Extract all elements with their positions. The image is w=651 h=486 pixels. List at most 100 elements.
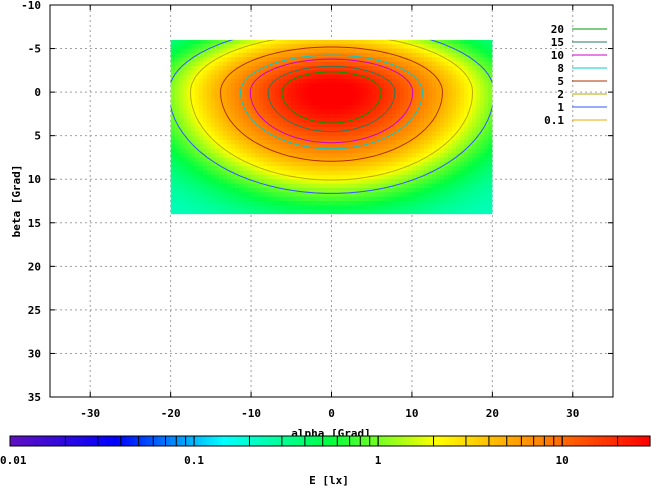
heatmap-cell — [271, 196, 276, 202]
heatmap-cell — [331, 170, 337, 176]
heatmap-cell — [367, 192, 373, 198]
heatmap-cell — [307, 70, 312, 76]
heatmap-cell — [436, 65, 441, 71]
heatmap-cell — [403, 87, 409, 93]
colorbar-segment — [118, 436, 123, 446]
heatmap-cell — [174, 113, 180, 119]
heatmap-cell — [472, 122, 477, 128]
heatmap-cell — [371, 118, 377, 124]
heatmap-cell — [206, 122, 212, 128]
heatmap-cell — [436, 144, 441, 150]
heatmap-cell — [319, 113, 325, 119]
heatmap-cell — [307, 170, 312, 176]
colorbar-segment — [454, 436, 459, 446]
heatmap-cell — [351, 118, 357, 124]
heatmap-cell — [234, 74, 240, 80]
heatmap-cell — [355, 179, 361, 185]
colorbar-segment — [254, 436, 259, 446]
heatmap — [170, 39, 493, 215]
heatmap-cell — [456, 157, 461, 163]
heatmap-cell — [198, 148, 204, 154]
heatmap-cell — [476, 135, 481, 141]
heatmap-cell — [448, 205, 453, 211]
heatmap-cell — [428, 174, 433, 180]
heatmap-cell — [391, 187, 397, 193]
heatmap-cell — [387, 109, 393, 115]
heatmap-cell — [255, 100, 260, 106]
heatmap-cell — [355, 113, 361, 119]
heatmap-cell — [351, 109, 357, 115]
heatmap-cell — [423, 87, 429, 93]
heatmap-cell — [222, 105, 228, 111]
heatmap-cell — [327, 92, 333, 98]
heatmap-cell — [295, 52, 300, 58]
heatmap-cell — [214, 74, 220, 80]
heatmap-cell — [206, 87, 212, 93]
heatmap-cell — [375, 96, 381, 102]
heatmap-cell — [480, 153, 485, 159]
heatmap-cell — [174, 140, 180, 145]
heatmap-cell — [403, 44, 409, 50]
heatmap-cell — [218, 161, 224, 167]
heatmap-cell — [247, 52, 252, 58]
heatmap-cell — [351, 113, 357, 119]
heatmap-cell — [226, 135, 232, 141]
heatmap-cell — [343, 131, 349, 137]
heatmap-cell — [295, 157, 300, 163]
heatmap-cell — [202, 52, 208, 58]
heatmap-cell — [436, 113, 441, 119]
colorbar-segment — [30, 436, 35, 446]
heatmap-cell — [251, 105, 256, 111]
heatmap-cell — [379, 140, 385, 145]
heatmap-cell — [440, 148, 445, 154]
heatmap-cell — [387, 57, 393, 63]
colorbar-segment — [498, 436, 503, 446]
heatmap-cell — [395, 135, 401, 141]
heatmap-cell — [259, 140, 264, 145]
heatmap-cell — [247, 140, 252, 145]
heatmap-cell — [279, 161, 284, 167]
heatmap-cell — [355, 201, 361, 206]
heatmap-cell — [367, 157, 373, 163]
heatmap-cell — [440, 166, 445, 172]
heatmap-cell — [178, 57, 184, 63]
heatmap-cell — [423, 113, 429, 119]
heatmap-cell — [440, 209, 445, 215]
heatmap-cell — [480, 74, 485, 80]
heatmap-cell — [395, 140, 401, 145]
heatmap-cell — [283, 170, 288, 176]
heatmap-cell — [347, 92, 353, 98]
heatmap-cell — [472, 57, 477, 63]
heatmap-cell — [440, 170, 445, 176]
heatmap-cell — [243, 100, 248, 106]
heatmap-cell — [315, 92, 321, 98]
heatmap-cell — [440, 39, 445, 45]
heatmap-cell — [239, 105, 244, 111]
heatmap-cell — [419, 113, 425, 119]
heatmap-cell — [247, 148, 252, 154]
heatmap-cell — [323, 209, 329, 215]
heatmap-cell — [371, 100, 377, 106]
heatmap-cell — [307, 183, 312, 189]
heatmap-cell — [371, 48, 377, 54]
heatmap-cell — [359, 44, 365, 50]
heatmap-cell — [452, 174, 457, 180]
heatmap-cell — [299, 122, 304, 128]
heatmap-cell — [367, 100, 373, 106]
heatmap-cell — [307, 87, 312, 93]
heatmap-cell — [460, 105, 465, 111]
heatmap-cell — [190, 87, 196, 93]
heatmap-cell — [399, 153, 405, 159]
heatmap-cell — [331, 153, 337, 159]
heatmap-cell — [170, 61, 176, 67]
heatmap-cell — [226, 192, 232, 198]
heatmap-cell — [379, 183, 385, 189]
heatmap-cell — [295, 144, 300, 150]
heatmap-cell — [230, 140, 236, 145]
heatmap-cell — [347, 44, 353, 50]
heatmap-cell — [178, 92, 184, 98]
heatmap-cell — [403, 57, 409, 63]
heatmap-cell — [307, 92, 312, 98]
heatmap-cell — [383, 201, 389, 206]
heatmap-cell — [230, 205, 236, 211]
